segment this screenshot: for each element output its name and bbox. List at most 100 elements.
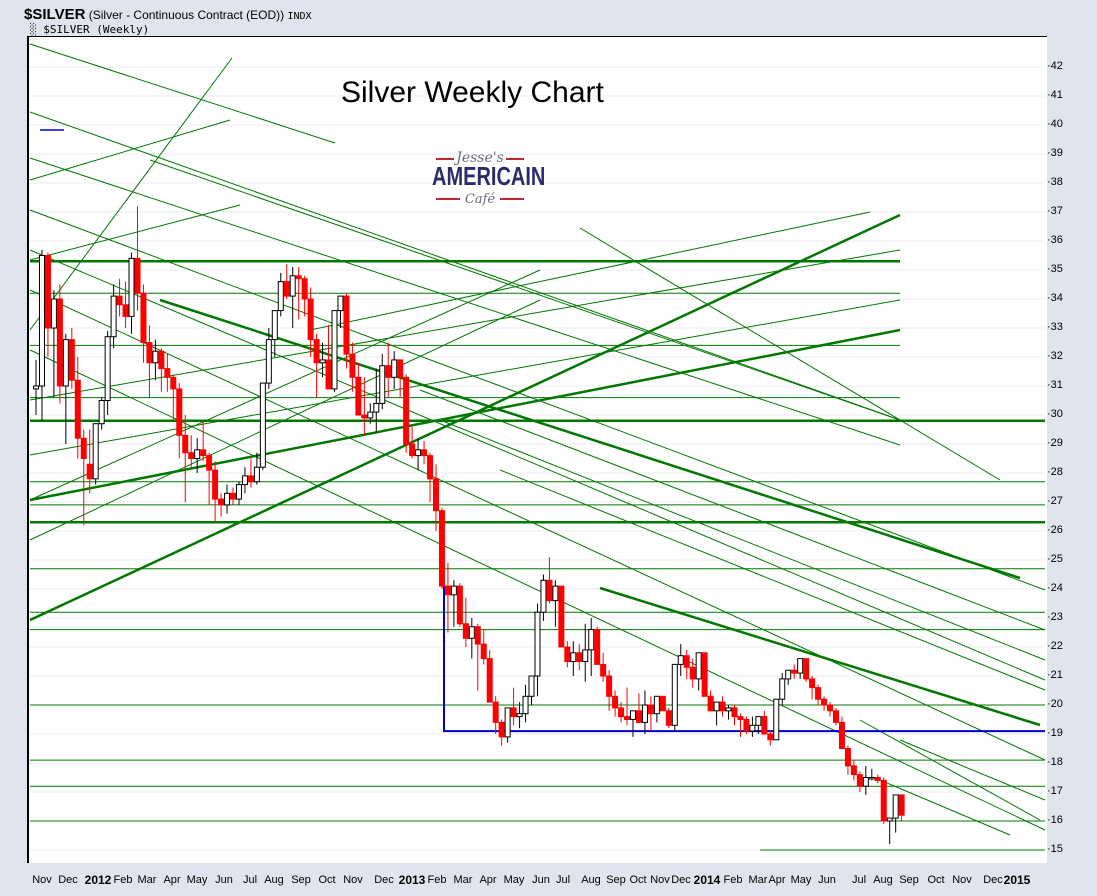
- symbol-label: $SILVER: [24, 6, 86, 23]
- diagonal-trendline: [29, 299, 901, 456]
- down-candle: [301, 278, 308, 300]
- price-tick-label: ·33: [1047, 321, 1063, 333]
- down-candle: [188, 452, 195, 460]
- month-tick-label: Mar: [137, 874, 157, 886]
- up-candle: [582, 649, 589, 663]
- diagonal-trendline: [149, 159, 901, 421]
- down-candle: [665, 710, 672, 726]
- down-candle: [409, 443, 416, 457]
- down-candle: [874, 777, 881, 781]
- diagonal-trendline: [29, 57, 233, 331]
- down-candle: [850, 765, 857, 776]
- diagonal-trendline: [29, 43, 336, 144]
- month-tick-label: Mar: [453, 874, 473, 886]
- down-candle: [176, 388, 183, 436]
- down-candle: [432, 478, 439, 512]
- date-axis[interactable]: Nov Dec 2012 Feb Mar Apr May Jun Jul Aug Sep Oct Nov…: [27, 862, 1045, 896]
- up-candle: [98, 400, 105, 425]
- logo-line1: Jesse's: [456, 150, 504, 166]
- down-candle: [462, 623, 469, 639]
- month-tick-label: Dec: [374, 874, 394, 886]
- up-candle: [331, 310, 338, 390]
- down-candle: [832, 710, 839, 723]
- up-candle: [552, 585, 559, 602]
- down-candle: [438, 510, 445, 587]
- price-tick-label: ·37: [1047, 205, 1063, 217]
- up-candle: [152, 350, 159, 364]
- down-candle: [456, 585, 463, 625]
- diagonal-trendline: [309, 211, 871, 331]
- month-tick-label: May: [503, 874, 525, 886]
- up-candle: [677, 655, 684, 665]
- price-tick-label: ·26: [1047, 524, 1063, 536]
- month-tick-label: Feb: [113, 874, 133, 886]
- down-candle: [313, 339, 320, 364]
- price-tick-label: ·20: [1047, 698, 1063, 710]
- down-candle: [206, 455, 213, 471]
- down-candle: [707, 695, 714, 712]
- down-candle: [158, 350, 165, 370]
- month-tick-label: Apr: [768, 874, 786, 886]
- down-candle: [701, 652, 708, 697]
- up-candle: [391, 359, 398, 378]
- down-candle: [200, 449, 207, 457]
- down-candle: [844, 748, 851, 767]
- up-candle: [522, 695, 529, 715]
- diagonal-trendline: [599, 586, 1041, 727]
- up-candle: [534, 611, 541, 677]
- down-candle: [612, 695, 619, 709]
- down-candle: [791, 669, 798, 674]
- up-candle: [570, 652, 577, 662]
- price-tick-label: ·25: [1047, 553, 1063, 565]
- up-candle: [468, 626, 475, 639]
- month-tick-label: Sep: [606, 874, 626, 886]
- up-candle: [128, 257, 135, 317]
- diagonal-trendline: [29, 299, 541, 541]
- up-candle: [641, 704, 648, 723]
- month-tick-label: Sep: [899, 874, 919, 886]
- down-candle: [146, 342, 153, 364]
- down-candle: [821, 698, 828, 706]
- month-tick-label: Aug: [873, 874, 893, 886]
- down-candle: [427, 455, 434, 480]
- price-tick-label: ·38: [1047, 176, 1063, 188]
- month-tick-label: May: [790, 874, 812, 886]
- price-tick-label: ·35: [1047, 263, 1063, 275]
- up-candle: [265, 339, 272, 384]
- month-tick-label: Jun: [215, 874, 233, 886]
- down-candle: [815, 687, 822, 700]
- down-candle: [122, 304, 129, 317]
- down-candle: [683, 655, 690, 668]
- series-label: $SILVER (Weekly): [43, 23, 150, 36]
- price-tick-label: ·15: [1047, 843, 1063, 855]
- month-tick-label: May: [186, 874, 208, 886]
- month-tick-label: Oct: [629, 874, 647, 886]
- down-candle: [827, 704, 834, 712]
- price-axis[interactable]: ·42 ·41 ·40 ·39 ·38 ·37 ·36 ·35 ·34 ·33 ·32 ·31 ·30 ·…: [1047, 36, 1097, 862]
- month-tick-label: Aug: [264, 874, 284, 886]
- month-tick-label: Sep: [291, 874, 311, 886]
- logo-stripe: [436, 198, 460, 200]
- down-candle: [486, 658, 493, 703]
- cafe-logo: Jesse's AMERICAIN Café: [432, 150, 545, 220]
- month-tick-label: Jul: [242, 874, 258, 886]
- exchange-label: INDX: [287, 11, 312, 22]
- down-candle: [56, 298, 63, 387]
- down-candle: [361, 414, 368, 419]
- diagonal-trendline: [29, 204, 241, 261]
- diagonal-trendline: [159, 298, 1021, 580]
- price-tick-label: ·19: [1047, 727, 1063, 739]
- down-candle: [140, 292, 147, 344]
- up-candle: [773, 698, 780, 741]
- down-candle: [624, 716, 631, 720]
- diagonal-trendline: [29, 119, 231, 181]
- up-candle: [504, 707, 511, 738]
- down-candle: [600, 663, 607, 677]
- diagonal-trendline: [29, 213, 901, 622]
- diagonal-trendline: [29, 249, 1046, 681]
- month-tick-label: Nov: [343, 874, 363, 886]
- down-candle: [564, 646, 571, 662]
- up-candle: [92, 423, 99, 480]
- down-candle: [307, 298, 314, 341]
- up-candle: [259, 382, 266, 468]
